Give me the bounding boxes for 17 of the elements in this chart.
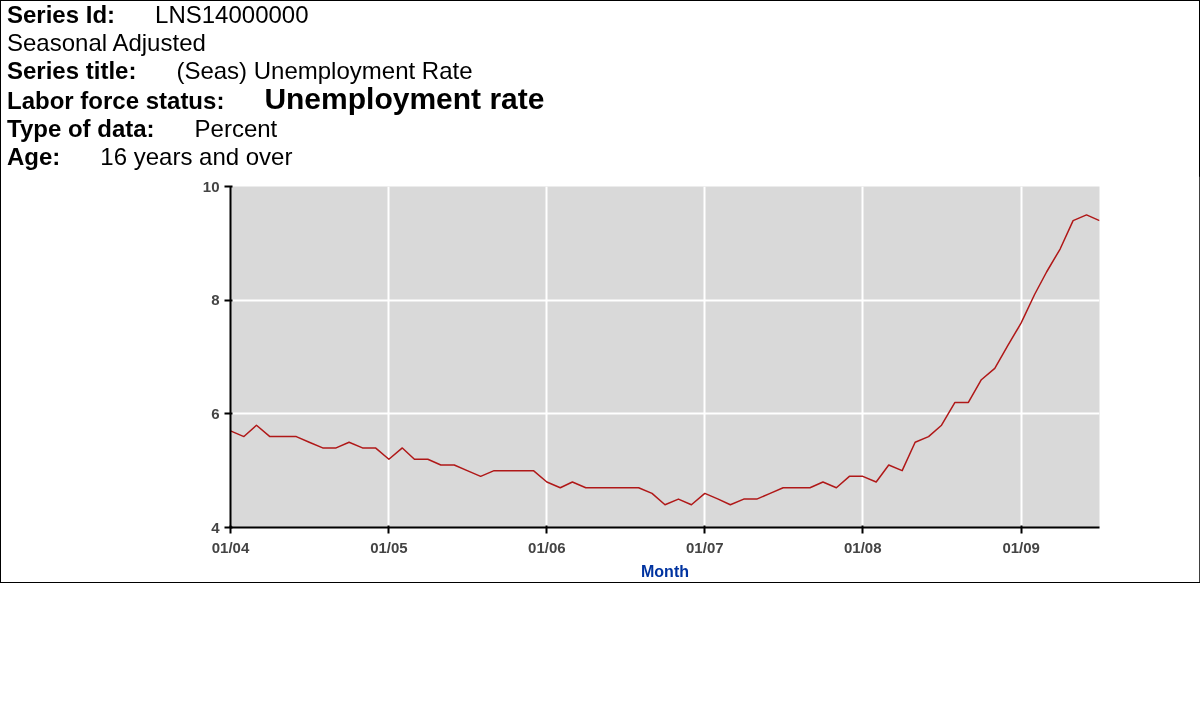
x-tick-label: 01/08 (844, 538, 882, 556)
y-tick-label: 4 (211, 518, 221, 536)
text: Seasonal Adjusted (7, 29, 207, 57)
y-tick-label: 6 (211, 404, 220, 422)
x-tick-label: 01/05 (370, 538, 408, 556)
y-tick-label: 10 (202, 177, 220, 195)
text: Type of data: Percent (7, 115, 278, 142)
x-tick-label: 01/06 (528, 538, 566, 556)
text: Age: 16 years and over (7, 143, 293, 170)
x-tick-label: 01/07 (686, 538, 724, 556)
line-series (230, 214, 1100, 506)
text: Series Id: LNS14000000 (7, 1, 309, 28)
x-tick-label: 01/04 (211, 538, 250, 556)
y-tick-label: 8 (211, 291, 220, 309)
x-tick-label: 01/09 (1002, 538, 1040, 556)
text: Series title: (Seas) Unemployment Rate (7, 57, 473, 84)
x-axis-title: Month (641, 562, 689, 580)
